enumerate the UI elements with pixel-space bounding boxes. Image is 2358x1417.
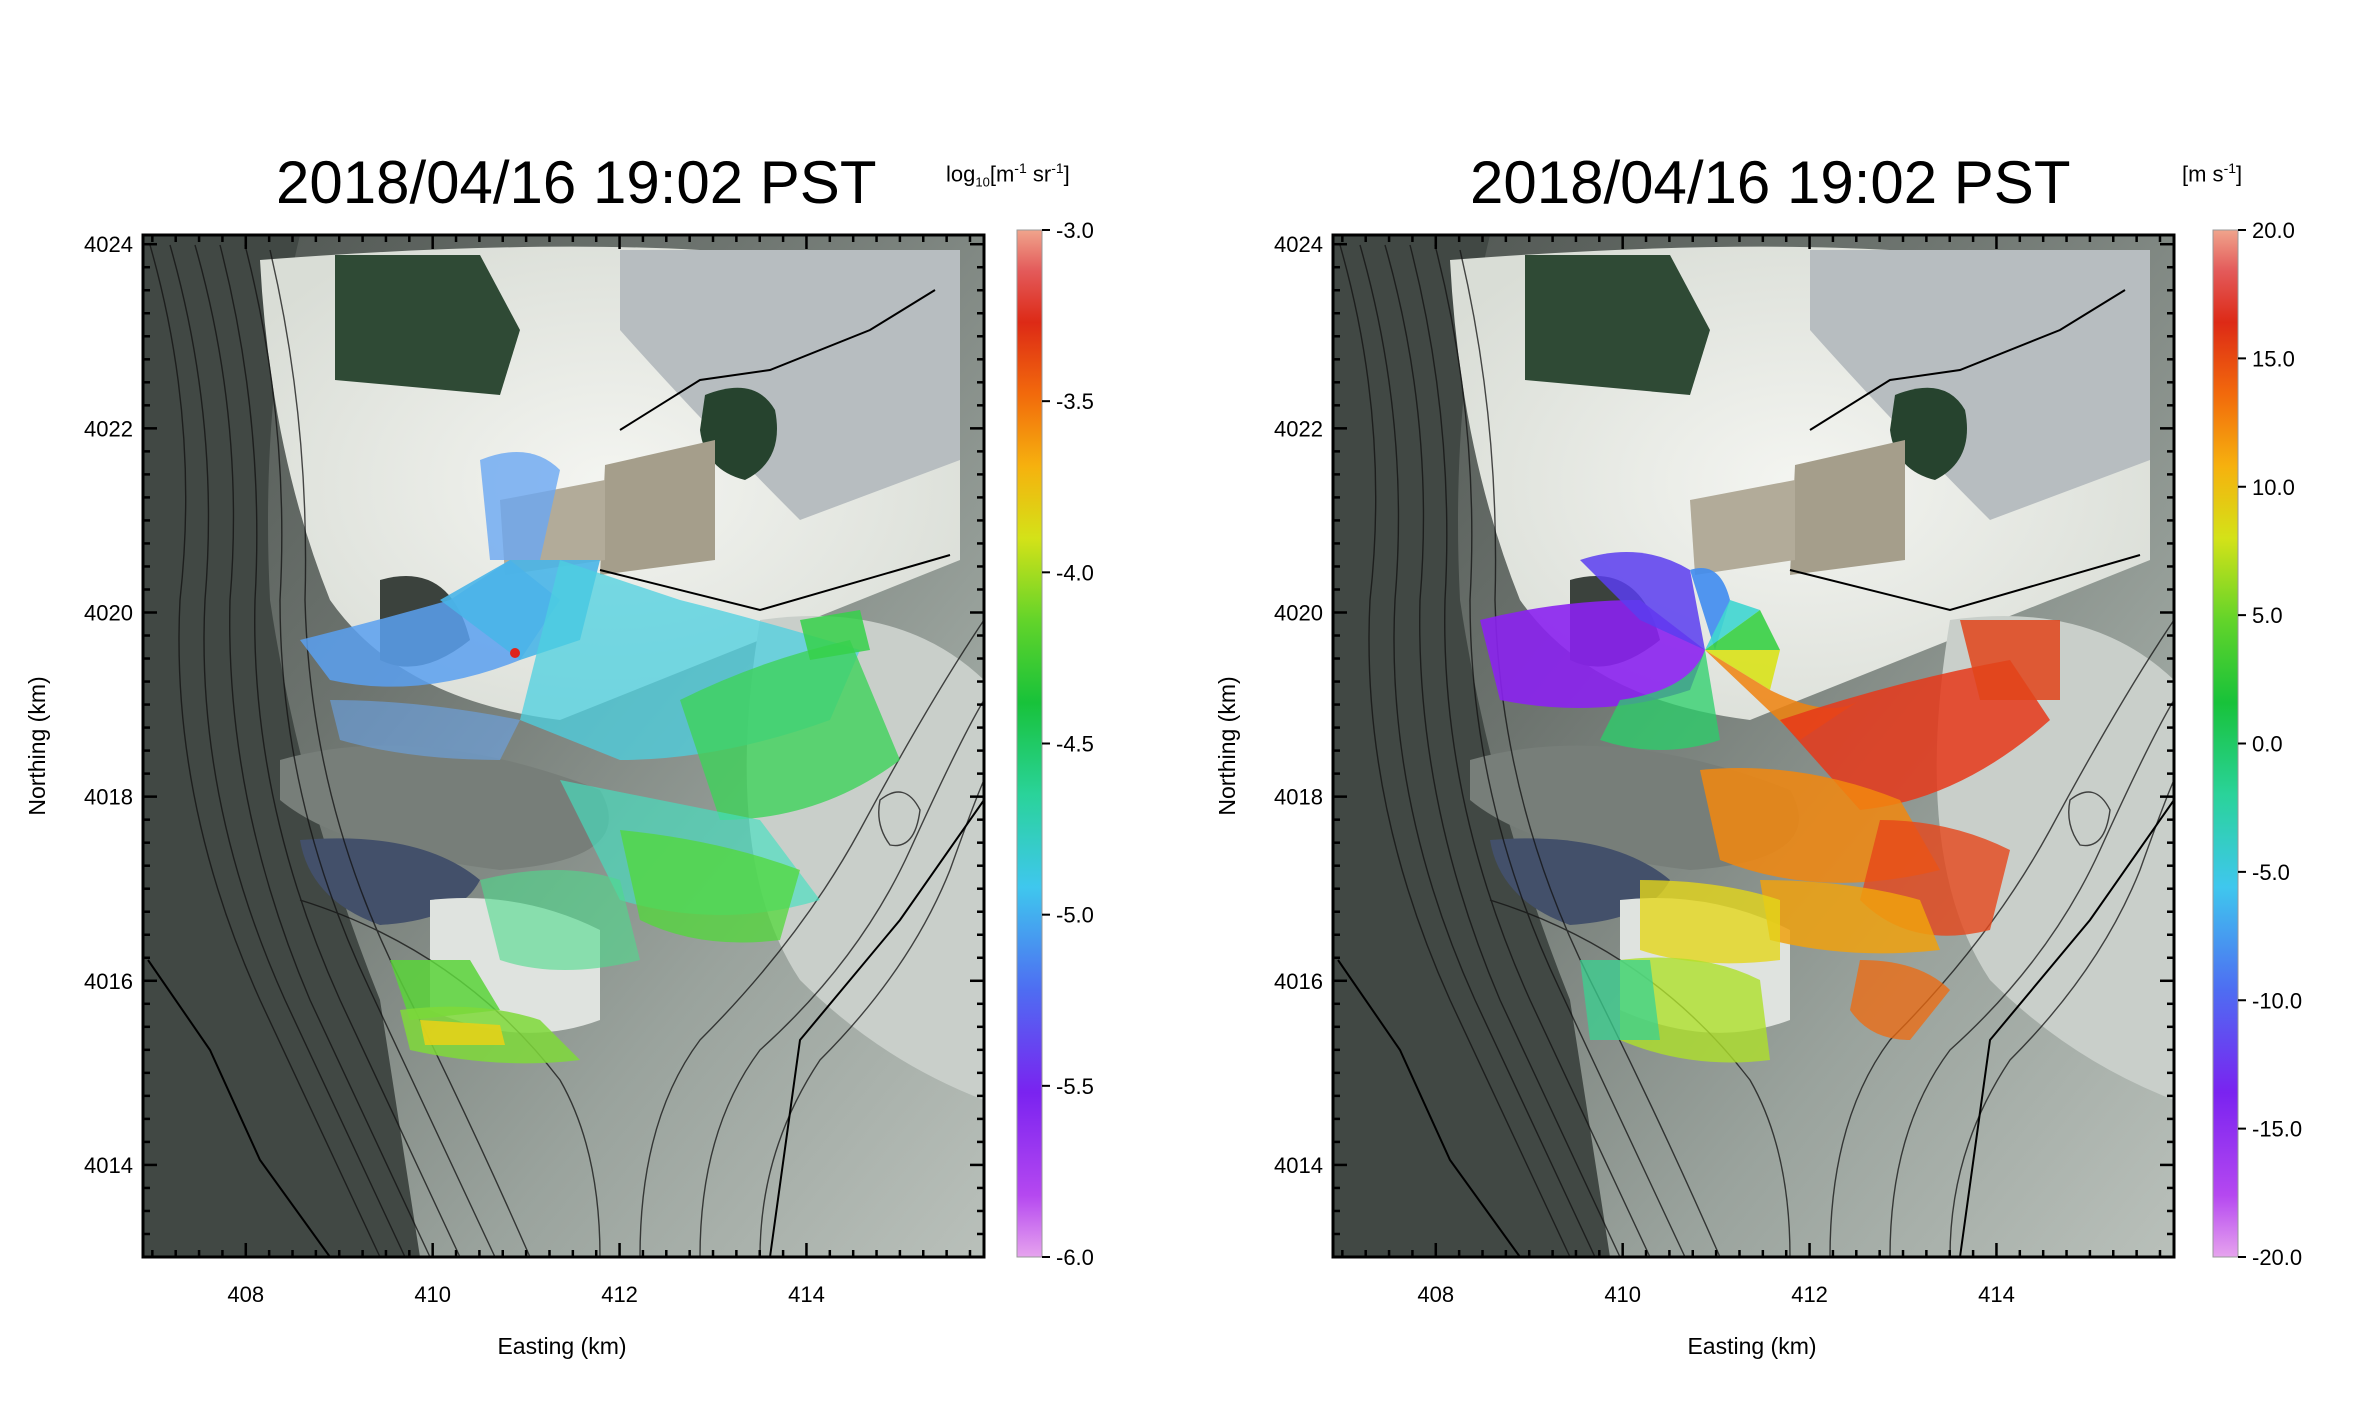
y-tick-label: 4014: [1274, 1153, 1323, 1178]
y-tick-label: 4022: [1274, 416, 1323, 441]
unit-body: [m s: [2182, 161, 2224, 187]
y-tick-label: 4020: [84, 600, 133, 625]
unit-body: [m: [989, 161, 1015, 187]
colorbar-tick-label: -5.5: [1056, 1074, 1094, 1099]
colorbar-tick-label: -3.5: [1056, 389, 1094, 414]
contour-lines-right: [1339, 244, 2174, 1257]
y-tick-label: 4022: [84, 416, 133, 441]
y-tick-label: 4024: [1274, 232, 1323, 257]
colorbar-tick-label: -20.0: [2252, 1245, 2302, 1270]
unit-log-base: 10: [975, 174, 990, 190]
y-tick-label: 4018: [1274, 785, 1323, 810]
unit-sr: sr: [1026, 161, 1052, 187]
colorbar-tick-label: -4.5: [1056, 732, 1094, 757]
colorbar-tick-label: 5.0: [2252, 603, 2283, 628]
x-tick-label: 410: [414, 1282, 451, 1307]
x-tick-label: 408: [1417, 1282, 1454, 1307]
axes-left: [141, 233, 986, 1259]
tick-marks-right: [1333, 235, 2174, 1259]
axis-tick-labels: 408 410 412 414 4024 4022 4020 4018 4016 4014 408 4…: [84, 232, 2015, 1307]
axes-right: [1331, 233, 2176, 1259]
unit-end: ]: [2236, 161, 2243, 187]
y-tick-label: 4024: [84, 232, 133, 257]
ylabel-left: Northing (km): [24, 676, 50, 815]
colorbar-tick-label: -6.0: [1056, 1245, 1094, 1270]
x-tick-label: 414: [788, 1282, 825, 1307]
unit-end: ]: [1063, 161, 1070, 187]
colorbar-tick-label: 20.0: [2252, 218, 2295, 243]
x-tick-label: 412: [1791, 1282, 1828, 1307]
colorbar-tick-label: -4.0: [1056, 560, 1094, 585]
panel-title-left: 2018/04/16 19:02 PST: [276, 149, 877, 216]
xlabel-right: Easting (km): [1687, 1333, 1816, 1359]
colorbar-right: [2212, 229, 2239, 1258]
unit-exp1: -1: [2223, 160, 2237, 176]
colorbar-unit-left: log10[m-1 sr-1]: [946, 160, 1070, 190]
tick-marks-left: [143, 235, 984, 1259]
colorbar-tick-label: 10.0: [2252, 475, 2295, 500]
colorbar-left: [1016, 229, 1043, 1258]
colorbar-tick-label: -15.0: [2252, 1117, 2302, 1142]
y-tick-label: 4020: [1274, 600, 1323, 625]
y-tick-label: 4016: [1274, 969, 1323, 994]
y-tick-label: 4014: [84, 1153, 133, 1178]
colorbar-tick-label: -5.0: [2252, 860, 2290, 885]
colorbar-tick-label: -3.0: [1056, 218, 1094, 243]
colorbar-tick-label: -10.0: [2252, 988, 2302, 1013]
map-left: [143, 235, 984, 1257]
colorbar-unit-right: [m s-1]: [2182, 160, 2242, 187]
colorbar-tick-label: -5.0: [1056, 903, 1094, 928]
y-tick-label: 4018: [84, 785, 133, 810]
x-tick-label: 412: [601, 1282, 638, 1307]
xlabel-left: Easting (km): [497, 1333, 626, 1359]
colorbar-ticks-left: -3.0 -3.5 -4.0 -4.5 -5.0 -5.5 -6.0: [1042, 218, 1094, 1270]
boundary-lines-left: [147, 289, 984, 1257]
backscatter-field: [300, 452, 900, 1064]
ylabel-right: Northing (km): [1214, 676, 1240, 815]
panel-title-right: 2018/04/16 19:02 PST: [1470, 149, 2071, 216]
colorbar-ticks-right: 20.0 15.0 10.0 5.0 0.0 -5.0 -10.0 -15.0 -20.0: [2238, 218, 2302, 1270]
radial-velocity-field: [1480, 552, 2060, 1063]
unit-log: log: [946, 161, 976, 187]
lidar-site-marker-left: [510, 648, 520, 658]
unit-exp2: -1: [1051, 160, 1064, 176]
x-tick-label: 408: [227, 1282, 264, 1307]
unit-exp1: -1: [1014, 160, 1027, 176]
x-tick-label: 410: [1604, 1282, 1641, 1307]
boundary-lines-right: [1337, 289, 2174, 1257]
map-right: [1333, 235, 2174, 1257]
y-tick-label: 4016: [84, 969, 133, 994]
colorbar-tick-label: 0.0: [2252, 732, 2283, 757]
x-tick-label: 414: [1978, 1282, 2015, 1307]
colorbar-tick-label: 15.0: [2252, 346, 2295, 371]
